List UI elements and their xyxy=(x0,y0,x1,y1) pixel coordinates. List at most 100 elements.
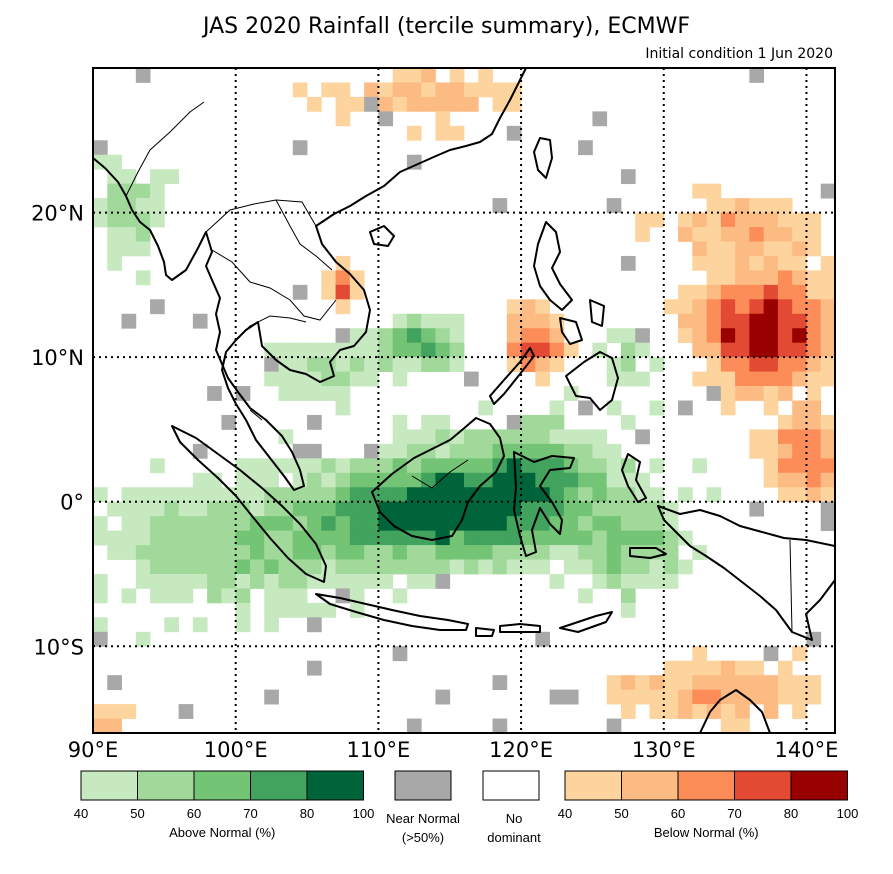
tercile-cell xyxy=(192,443,208,459)
tercile-cell xyxy=(735,675,750,691)
tercile-cell xyxy=(592,472,608,488)
tercile-cell xyxy=(93,516,108,532)
tercile-cell xyxy=(735,212,750,228)
tercile-cell xyxy=(678,212,693,228)
tercile-cell xyxy=(406,501,422,517)
above-normal-caption: Above Normal (%) xyxy=(169,825,275,840)
tercile-cell xyxy=(135,212,151,228)
tercile-cell xyxy=(406,313,422,329)
lon-tick-label: 110°E xyxy=(346,738,410,762)
tercile-cell xyxy=(435,357,451,372)
tercile-cell xyxy=(178,487,194,503)
tercile-cell xyxy=(249,573,265,589)
tercile-cell xyxy=(364,96,379,112)
tercile-cell xyxy=(749,198,765,213)
tercile-cell xyxy=(578,443,593,459)
tercile-cell xyxy=(264,458,279,474)
tercile-cell xyxy=(121,487,137,503)
tercile-cell xyxy=(620,689,636,705)
tercile-cell xyxy=(777,357,793,372)
tercile-cell xyxy=(406,516,422,532)
axis-labels: 90°E 100°E 110°E 120°E 130°E 140°E 20°N 10°N 0° 1… xyxy=(31,202,838,762)
tercile-cell xyxy=(364,82,379,98)
tercile-cell xyxy=(763,299,779,315)
tercile-cell xyxy=(706,704,722,719)
tercile-cell xyxy=(335,82,351,98)
tercile-cell xyxy=(93,198,108,213)
tercile-cell xyxy=(349,501,365,517)
tercile-cell xyxy=(535,313,551,329)
tercile-cell xyxy=(549,342,565,358)
tercile-cell xyxy=(449,545,465,560)
tercile-cell xyxy=(335,400,351,416)
tercile-cell xyxy=(150,458,165,474)
tercile-cell xyxy=(763,241,779,257)
coast-hainan xyxy=(369,225,395,247)
tercile-cell xyxy=(364,342,379,358)
tercile-cell xyxy=(678,313,693,329)
tercile-cell xyxy=(93,588,108,604)
tercile-cell xyxy=(378,328,394,344)
coast-sumatra xyxy=(171,425,327,583)
tercile-cell xyxy=(392,472,408,488)
above-normal-tick: 70 xyxy=(243,806,257,821)
tercile-cell xyxy=(321,602,336,618)
tercile-cell xyxy=(492,545,508,560)
tercile-cell xyxy=(635,328,650,344)
tercile-cell xyxy=(135,631,151,647)
tercile-cell xyxy=(478,559,493,575)
tercile-cell xyxy=(421,342,436,358)
tercile-cell xyxy=(749,660,765,676)
tercile-cell xyxy=(435,472,451,488)
tercile-cell xyxy=(763,270,779,286)
tercile-cell xyxy=(278,559,294,575)
tercile-cell xyxy=(749,227,765,242)
tercile-cell xyxy=(777,227,793,242)
tercile-cell xyxy=(749,284,765,300)
tercile-cell xyxy=(563,559,579,575)
tercile-cell xyxy=(592,487,608,503)
tercile-cell xyxy=(292,545,308,560)
tercile-cell xyxy=(663,675,679,691)
no-dominant-caption-sub: dominant xyxy=(487,830,541,845)
tercile-cell xyxy=(492,198,508,213)
tercile-cell xyxy=(506,414,522,430)
tercile-cell xyxy=(349,458,365,474)
tercile-cell xyxy=(278,588,294,604)
tercile-cell xyxy=(692,227,707,242)
tercile-cell xyxy=(692,675,707,691)
tercile-cell xyxy=(150,212,165,228)
tercile-cell xyxy=(349,96,365,112)
tercile-cell xyxy=(521,472,536,488)
tercile-cell xyxy=(392,429,408,445)
tercile-cell xyxy=(777,443,793,459)
tercile-cell xyxy=(135,545,151,560)
map-frame xyxy=(92,67,836,734)
tercile-cell xyxy=(792,443,807,459)
tercile-cell xyxy=(763,342,779,358)
tercile-cell xyxy=(777,342,793,358)
tercile-cell xyxy=(535,631,551,647)
tercile-cell xyxy=(307,443,322,459)
tercile-grid xyxy=(93,68,835,733)
tercile-cell xyxy=(649,400,665,416)
tercile-cell xyxy=(592,545,608,560)
tercile-cell xyxy=(192,573,208,589)
tercile-cell xyxy=(806,443,822,459)
tercile-cell xyxy=(264,689,279,705)
tercile-cell xyxy=(806,675,822,691)
tercile-cell xyxy=(792,487,807,503)
tercile-cell xyxy=(806,472,822,488)
tercile-cell xyxy=(620,530,636,546)
tercile-cell xyxy=(364,357,379,372)
tercile-cell xyxy=(435,487,451,503)
tercile-cell xyxy=(706,689,722,705)
tercile-cell xyxy=(235,487,251,503)
tercile-cell xyxy=(93,573,108,589)
tercile-cell xyxy=(93,631,108,647)
tercile-cell xyxy=(620,328,636,344)
tercile-cell xyxy=(221,588,237,604)
tercile-cell xyxy=(335,270,351,286)
coast-australia xyxy=(699,689,771,733)
